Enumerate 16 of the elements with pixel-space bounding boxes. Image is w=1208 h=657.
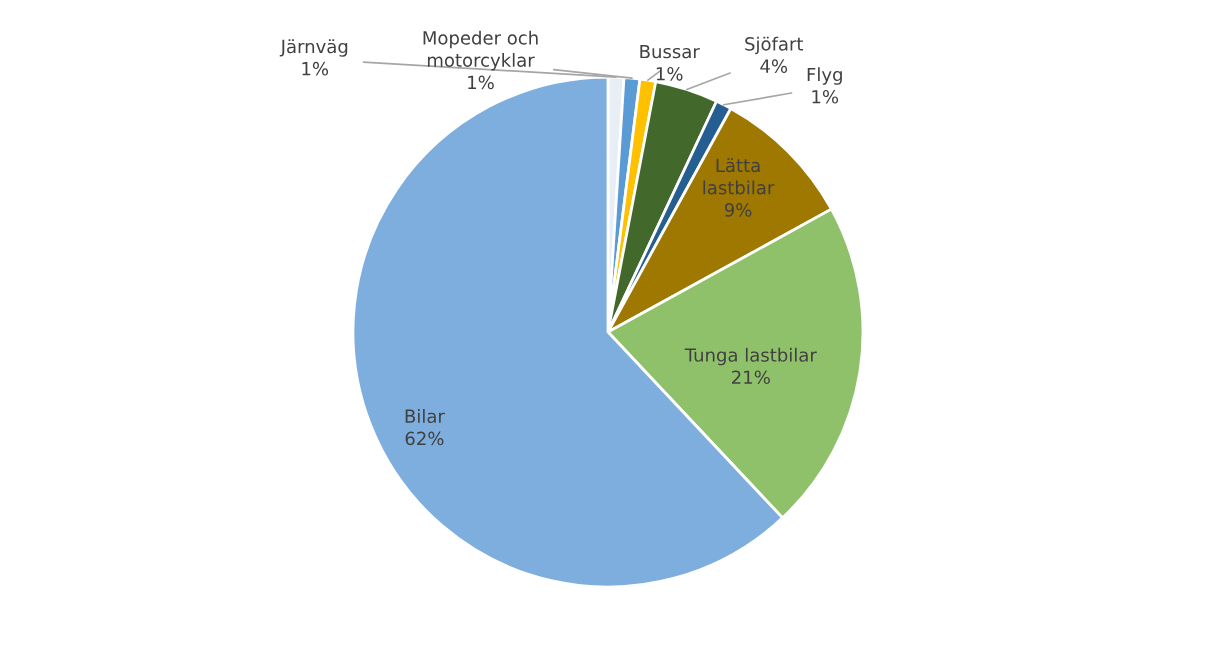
slice-label: Mopeder och motorcyklar bbox=[423, 30, 538, 71]
slice-label: Bilar bbox=[405, 409, 445, 423]
slice-label: Sjöfart bbox=[745, 36, 804, 55]
slice-label: Flyg bbox=[807, 67, 842, 85]
data-label: 9% bbox=[724, 203, 752, 217]
slice-label: Tunga lastbilar bbox=[684, 347, 817, 366]
data-label: 21% bbox=[732, 370, 770, 385]
data-label: 62% bbox=[405, 431, 444, 446]
slice-label: Järnväg bbox=[279, 39, 348, 57]
data-label: 1% bbox=[812, 89, 839, 104]
data-label: 1% bbox=[656, 66, 683, 81]
data-label: 4% bbox=[760, 59, 788, 73]
data-label: 1% bbox=[302, 61, 329, 76]
slice-label: Bussar bbox=[640, 44, 700, 59]
slice-label: Lätta lastbilar bbox=[703, 158, 775, 195]
data-label: 1% bbox=[468, 75, 494, 90]
